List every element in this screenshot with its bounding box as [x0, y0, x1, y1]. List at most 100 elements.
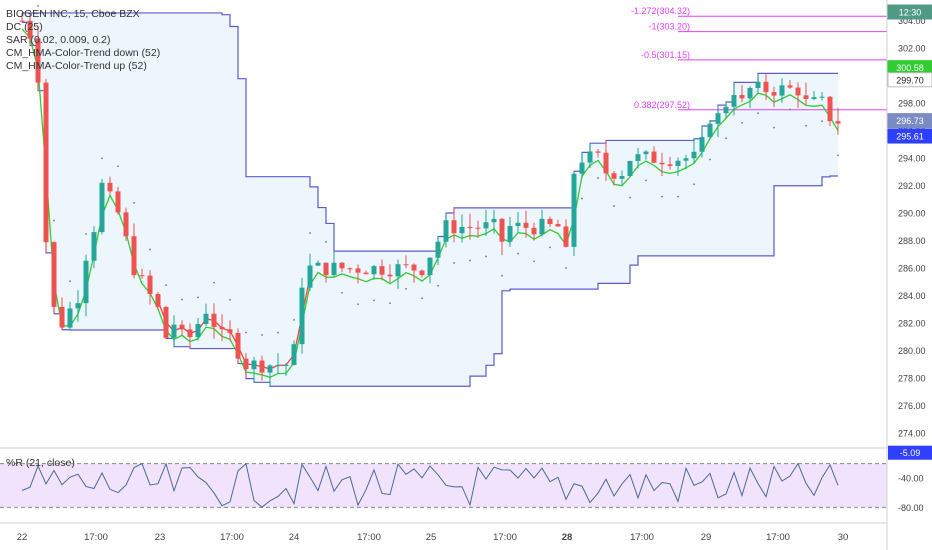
indicator-hma-down[interactable]: CM_HMA-Color-Trend down (52)	[6, 47, 161, 59]
sar-dot	[757, 112, 759, 115]
candle-body	[147, 275, 153, 295]
y-tick-label: 274.00	[898, 429, 926, 439]
sar-dot	[165, 284, 167, 286]
sar-dot	[149, 248, 151, 251]
candle-body	[275, 365, 281, 367]
candle-body	[427, 257, 433, 276]
candle-body	[219, 327, 225, 330]
candle-body	[483, 222, 489, 229]
donchian-lower	[22, 21, 838, 387]
candle-body	[411, 264, 417, 271]
y-tick-label: 282.00	[898, 319, 926, 329]
candle-body	[515, 222, 521, 227]
oscillator-label[interactable]: %R (21, close)	[6, 457, 75, 469]
osc-tick-label: -80.00	[898, 503, 924, 513]
sar-dot	[693, 183, 695, 186]
fib-label: 0.382(297.52)	[634, 100, 690, 110]
candle-body	[107, 182, 113, 192]
y-tick-label: 280.00	[898, 346, 926, 356]
candle-body	[555, 224, 561, 227]
price-badge-label: 12:30	[899, 8, 922, 18]
candle-body	[635, 154, 641, 161]
candle-body	[315, 262, 321, 266]
x-tick-label: 28	[562, 532, 573, 543]
candle-body	[475, 227, 481, 229]
indicator-sar[interactable]: SAR (0.02, 0.009, 0.2)	[6, 34, 111, 46]
candle-body	[331, 262, 337, 276]
sar-dot	[517, 252, 519, 255]
osc-tick-label: -40.00	[898, 474, 924, 484]
sar-dot	[469, 259, 471, 262]
candle-body	[491, 218, 497, 223]
sar-dot	[421, 297, 423, 300]
sar-dot	[117, 165, 119, 168]
y-tick-label: 294.00	[898, 154, 926, 164]
candle-body	[827, 96, 833, 122]
candle-body	[187, 329, 193, 338]
x-tick-label: 25	[426, 532, 437, 543]
candle-body	[91, 232, 97, 261]
sar-dot	[373, 299, 375, 302]
candle-body	[523, 222, 529, 228]
sar-dot	[581, 197, 583, 200]
symbol-line[interactable]: BIOGEN INC, 15, Cboe BZX	[6, 8, 140, 20]
candle-body	[131, 236, 137, 276]
sar-dot	[821, 120, 823, 123]
sar-dot	[453, 262, 455, 264]
candle-body	[603, 152, 609, 174]
candle-body	[499, 218, 505, 242]
osc-band	[0, 463, 887, 508]
candle-body	[667, 164, 673, 166]
indicator-hma-up[interactable]: CM_HMA-Color-Trend up (52)	[6, 60, 147, 72]
candle-body	[235, 332, 241, 359]
sar-dot	[837, 154, 839, 157]
y-tick-label: 298.00	[898, 99, 926, 109]
candle-body	[571, 173, 577, 247]
sar-dot	[805, 124, 807, 127]
price-badge	[887, 4, 932, 20]
y-tick-label: 278.00	[898, 374, 926, 384]
sar-dot	[133, 201, 135, 204]
sar-dot	[53, 219, 55, 222]
indicator-dc[interactable]: DC (25)	[6, 21, 43, 33]
candle-body	[51, 242, 57, 307]
y-tick-label: 276.00	[898, 401, 926, 411]
candle-body	[803, 95, 809, 99]
x-tick-label: 17:00	[493, 532, 517, 543]
sar-dot	[261, 334, 263, 336]
sar-dot	[325, 240, 327, 243]
y-tick-label: 288.00	[898, 236, 926, 246]
candle-body	[339, 262, 345, 269]
candle-body	[747, 87, 753, 99]
x-tick-label: 23	[155, 532, 166, 543]
sar-dot	[565, 267, 567, 269]
candle-body	[323, 262, 329, 276]
candle-body	[459, 226, 465, 234]
y-tick-label: 286.00	[898, 264, 926, 274]
candle-body	[587, 151, 593, 163]
candle-body	[395, 264, 401, 277]
candle-body	[379, 266, 385, 275]
donchian-fill	[22, 12, 838, 387]
sar-dot	[85, 233, 87, 235]
candle-body	[819, 96, 825, 98]
price-badge-label: 299.70	[896, 75, 924, 85]
sar-dot	[549, 246, 551, 249]
candle-body	[659, 162, 665, 165]
candle-body	[763, 81, 769, 93]
price-badge	[887, 128, 932, 144]
candle-body	[115, 191, 121, 213]
candle-body	[355, 268, 361, 273]
candle-body	[99, 182, 105, 233]
x-tick-label: 17:00	[357, 532, 381, 543]
candle-body	[547, 218, 553, 225]
candle-body	[83, 260, 89, 304]
fib-label: -1(303.20)	[648, 22, 690, 32]
candle-body	[163, 306, 169, 338]
sar-dot	[485, 255, 487, 258]
sar-dot	[741, 121, 743, 124]
osc-badge-label: -5.09	[900, 448, 921, 458]
candle-body	[347, 268, 353, 270]
